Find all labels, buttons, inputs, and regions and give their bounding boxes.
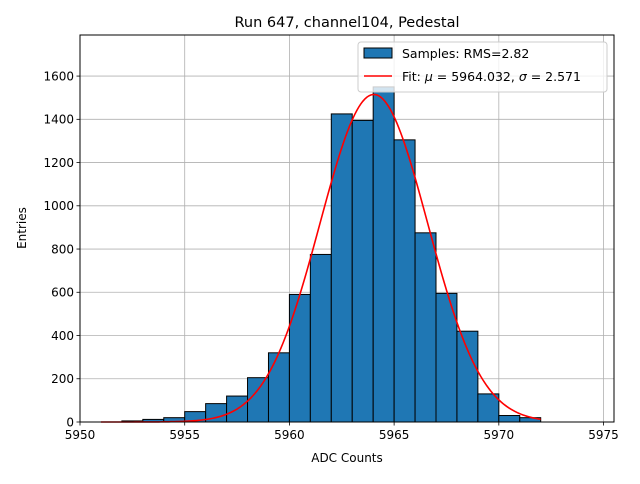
- x-tick-label-0: 5950: [65, 428, 96, 442]
- y-tick-label-3: 600: [51, 286, 74, 300]
- y-tick-label-5: 1000: [43, 199, 74, 213]
- x-tick-label-1: 5955: [169, 428, 200, 442]
- legend-fit-mid: = 5964.032,: [433, 69, 519, 84]
- histogram-bar-14: [414, 232, 437, 423]
- y-tick-label-2: 400: [51, 329, 74, 343]
- legend-label-samples: Samples: RMS=2.82: [402, 46, 529, 61]
- x-axis: 5950 5955 5960 5965 5970 5975: [65, 422, 619, 442]
- histogram-bars: [121, 86, 542, 423]
- legend-fit-prefix: Fit:: [402, 69, 425, 84]
- x-axis-label: ADC Counts: [311, 451, 383, 465]
- plot-frame: [79, 34, 615, 423]
- legend-fit-sigma: σ: [519, 69, 528, 84]
- x-tick-label-4: 5970: [484, 428, 515, 442]
- legend-label-fit: Fit: μ = 5964.032, σ = 2.571: [402, 69, 581, 84]
- y-tick-label-1: 200: [51, 372, 74, 386]
- histogram-bar-16: [456, 330, 479, 423]
- x-tick-label-3: 5965: [379, 428, 410, 442]
- x-tick-label-5: 5975: [588, 428, 619, 442]
- histogram-bar-7: [267, 352, 290, 423]
- histogram-bar-8: [288, 293, 311, 423]
- legend-fit-suffix: = 2.571: [527, 69, 581, 84]
- y-axis-label: Entries: [15, 207, 29, 249]
- histogram-bar-11: [351, 119, 374, 423]
- histogram-bar-6: [247, 377, 269, 423]
- y-tick-label-6: 1200: [43, 156, 74, 170]
- legend-box: [357, 41, 608, 93]
- y-tick-label-8: 1600: [43, 69, 74, 83]
- y-axis: 0 200 400 600 800 1000 1200 1400 1600: [43, 69, 80, 429]
- histogram-bar-10: [330, 113, 353, 423]
- legend: Samples: RMS=2.82 Fit: μ = 5964.032, σ =…: [357, 41, 608, 93]
- histogram-bar-18: [498, 415, 521, 423]
- x-tick-label-2: 5960: [274, 428, 305, 442]
- y-tick-label-4: 800: [51, 242, 74, 256]
- legend-swatch-samples: [363, 47, 393, 59]
- y-tick-label-0: 0: [66, 415, 74, 429]
- legend-fit-mu: μ: [424, 69, 433, 84]
- histogram-bar-17: [477, 393, 500, 423]
- histogram-bar-12: [372, 86, 395, 423]
- histogram-bar-9: [309, 253, 332, 423]
- y-tick-label-7: 1400: [43, 113, 74, 127]
- chart-title: Run 647, channel104, Pedestal: [234, 15, 459, 31]
- histogram-bar-13: [393, 139, 416, 423]
